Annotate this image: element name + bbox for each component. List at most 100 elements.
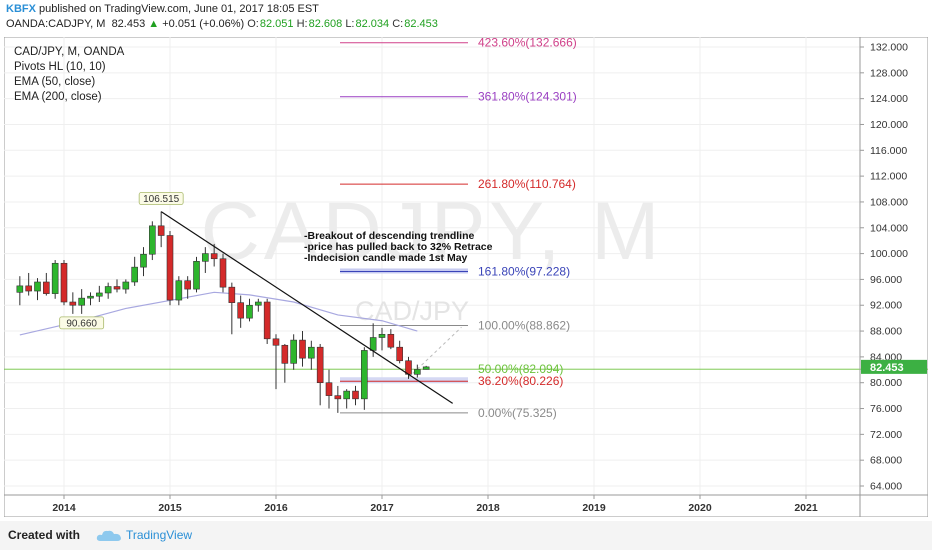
fib-label: 361.80%(124.301) [478, 90, 577, 104]
legend-item: EMA (200, close) [14, 91, 102, 103]
legend-item: Pivots HL (10, 10) [14, 61, 106, 73]
price-chart[interactable]: CADJPY, M CAD/JPY 423.60%(132.666) 361.80%… [3, 36, 929, 518]
y-tick-label: 100.000 [870, 248, 908, 260]
candle-body [378, 333, 386, 338]
candle [414, 364, 421, 378]
candle [343, 389, 350, 409]
chart-header: KBFX published on TradingView.com, June … [0, 0, 932, 36]
candle-body [246, 304, 253, 319]
high-value: 82.608 [308, 18, 343, 30]
x-tick-label: 2017 [370, 502, 394, 514]
candle [228, 282, 236, 335]
candle [237, 295, 244, 328]
chart-border [3, 36, 929, 518]
x-tick-label: 2020 [688, 502, 712, 514]
candle [184, 276, 191, 299]
candle [387, 329, 395, 350]
fib-label: 100.00%(88.862) [478, 318, 570, 332]
fib-label: 423.60%(132.666) [478, 37, 577, 50]
x-tick-label: 2021 [794, 502, 818, 514]
fib-label: 50.00%(82.094) [478, 362, 563, 376]
candle-body [60, 262, 68, 303]
y-tick-label: 120.000 [870, 119, 908, 131]
candle [78, 289, 85, 314]
pivot-low: 90.660 [59, 316, 105, 330]
fib-label: 0.00%(75.325) [478, 406, 557, 420]
candle-body [387, 333, 395, 348]
last-price: 82.453 [111, 18, 146, 30]
published-text: published on TradingView.com, June 01, 2… [39, 3, 319, 15]
candle-body [131, 266, 138, 283]
candles [16, 211, 430, 413]
candle-body [369, 337, 377, 351]
candle-body [51, 262, 59, 294]
y-tick-label: 80.000 [870, 377, 902, 389]
legend-item: CAD/JPY, M, OANDA [14, 46, 125, 58]
open-label: O: [247, 18, 259, 30]
fib-label: 261.80%(110.764) [478, 177, 576, 191]
candle [193, 256, 200, 293]
candle-body [352, 390, 359, 400]
time-axis[interactable]: 2014 2015 2016 2017 2018 2019 2020 2021 [4, 494, 928, 514]
candle-body [281, 344, 289, 364]
candle-body [104, 286, 112, 294]
candle [378, 327, 386, 351]
y-tick-label: 128.000 [870, 67, 908, 79]
candle-body [16, 285, 24, 293]
candle-body [157, 225, 165, 236]
low-value: 82.034 [355, 18, 390, 30]
candle-body [69, 301, 77, 306]
candle [122, 279, 130, 294]
candle-body [43, 281, 50, 294]
tradingview-link[interactable]: TradingView [126, 528, 193, 542]
pivot-box [59, 316, 105, 330]
candle [290, 334, 297, 370]
candle-body [316, 346, 324, 384]
candle [272, 334, 280, 390]
candle [202, 247, 209, 273]
candle-body [263, 301, 271, 340]
candle-body [122, 281, 130, 290]
x-tick-label: 2019 [582, 502, 606, 514]
candle [16, 276, 24, 306]
y-tick-label: 108.000 [870, 196, 908, 208]
candle [34, 278, 41, 301]
y-tick-label: 132.000 [870, 42, 908, 54]
footer-bar: Created with TradingView [0, 521, 932, 550]
candle-body [184, 280, 191, 290]
x-tick-label: 2018 [476, 502, 500, 514]
watermark-pair: CAD/JPY [355, 296, 469, 326]
tradingview-cloud-icon [96, 529, 122, 548]
fib-label: 161.80%(97.228) [478, 264, 570, 278]
candle [104, 282, 112, 299]
last-price-label: 82.453 [870, 362, 904, 374]
candle-body [78, 297, 85, 306]
candle [113, 279, 121, 293]
up-arrow-icon: ▲ [148, 18, 160, 30]
chart-area[interactable]: CADJPY, M CAD/JPY 423.60%(132.666) 361.80%… [3, 36, 929, 518]
y-tick-label: 104.000 [870, 222, 908, 234]
candle [96, 285, 103, 303]
candle-body [193, 261, 200, 290]
last-price-tag [861, 359, 927, 374]
y-tick-label: 68.000 [870, 455, 902, 467]
candle [51, 260, 59, 299]
price-axis[interactable]: 64.00068.00072.00076.00080.00084.00088.0… [859, 37, 927, 517]
trendline [160, 211, 453, 404]
candle [25, 272, 32, 296]
pivot-label: 90.660 [66, 318, 97, 329]
publisher-name[interactable]: KBFX [6, 3, 36, 15]
candle [60, 260, 68, 306]
watermark-symbol: CADJPY, M [201, 186, 664, 277]
high-label: H: [296, 18, 308, 30]
candle [157, 211, 165, 248]
x-tick-label: 2016 [264, 502, 288, 514]
candle-body [166, 235, 174, 301]
candle [325, 369, 333, 409]
candle-body [414, 369, 421, 375]
candle-body [25, 285, 32, 292]
y-tick-label: 124.000 [870, 93, 908, 105]
candle [263, 298, 271, 344]
candle [299, 331, 306, 367]
candle-body [202, 253, 209, 262]
